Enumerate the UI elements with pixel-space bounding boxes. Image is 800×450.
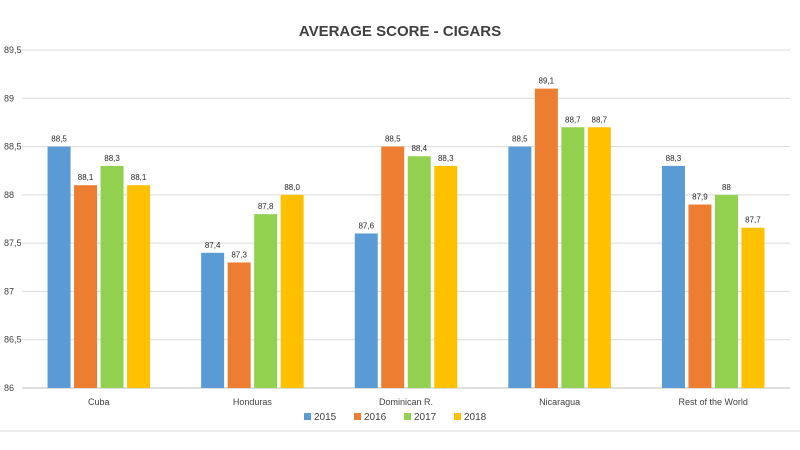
bar <box>407 156 431 388</box>
x-category-label: Nicaragua <box>539 397 580 407</box>
legend-label: 2017 <box>414 412 437 423</box>
legend-label: 2016 <box>364 412 387 423</box>
data-label: 88,1 <box>131 173 147 182</box>
data-label: 88,5 <box>512 135 528 144</box>
data-label: 88,7 <box>565 115 581 124</box>
data-label: 88,3 <box>104 154 120 163</box>
legend-label: 2018 <box>464 412 487 423</box>
bar <box>561 127 585 388</box>
chart-title: AVERAGE SCORE - CIGARS <box>299 23 501 40</box>
data-label: 88,7 <box>592 115 608 124</box>
bar <box>508 146 532 388</box>
y-tick-label: 89 <box>4 93 14 103</box>
bars <box>47 88 765 388</box>
bar <box>201 252 225 388</box>
bar <box>688 204 712 388</box>
bar <box>381 146 405 388</box>
data-label: 89,1 <box>539 77 555 86</box>
bar <box>434 165 458 388</box>
bar <box>534 88 558 388</box>
data-label: 87,4 <box>205 241 221 250</box>
data-label: 87,7 <box>745 216 761 225</box>
data-label: 88,5 <box>51 135 67 144</box>
bar <box>354 233 378 388</box>
bar <box>74 185 98 388</box>
legend-swatch <box>304 413 311 420</box>
bar <box>47 146 71 388</box>
bar <box>127 185 151 388</box>
data-label: 88,0 <box>284 183 300 192</box>
y-tick-label: 87,5 <box>4 238 22 248</box>
legend-swatch <box>354 413 361 420</box>
data-label: 88 <box>722 183 731 192</box>
data-label: 88,3 <box>666 154 682 163</box>
bar <box>100 165 124 388</box>
bar <box>280 194 304 388</box>
data-label: 87,8 <box>258 202 274 211</box>
legend-swatch <box>454 413 461 420</box>
bar <box>661 165 685 388</box>
data-label: 87,6 <box>358 221 374 230</box>
data-label: 88,1 <box>78 173 94 182</box>
y-tick-label: 87 <box>4 286 14 296</box>
data-label: 88,3 <box>438 154 454 163</box>
data-labels: 88,5 88,1 88,3 88,1 87,4 87,3 87,8 88,0 87,6 88,5… <box>51 77 761 260</box>
y-tick-label: 86,5 <box>4 335 22 345</box>
y-tick-label: 88,5 <box>4 142 22 152</box>
x-category-label: Honduras <box>233 397 273 407</box>
y-tick-label: 88 <box>4 190 14 200</box>
x-category-label: Cuba <box>88 397 110 407</box>
x-category-label: Rest of the World <box>679 397 748 407</box>
x-category-label: Dominican R. <box>379 397 433 407</box>
legend: 2015 2016 2017 2018 <box>304 412 487 423</box>
x-axis-categories: Cuba Honduras Dominican R. Nicaragua Rest of… <box>88 397 748 407</box>
bar <box>741 227 765 388</box>
y-tick-label: 86 <box>4 383 14 393</box>
bar <box>714 194 738 388</box>
bar <box>227 262 251 388</box>
bar <box>254 214 278 388</box>
legend-label: 2015 <box>314 412 337 423</box>
data-label: 88,5 <box>385 135 401 144</box>
data-label: 87,3 <box>231 250 247 259</box>
y-axis-ticks: 86 86,5 87 87,5 88 88,5 89 89,5 <box>4 45 22 393</box>
data-label: 88,4 <box>411 144 427 153</box>
y-tick-label: 89,5 <box>4 45 22 55</box>
data-label: 87,9 <box>692 193 708 202</box>
bar <box>587 127 611 388</box>
legend-swatch <box>404 413 411 420</box>
